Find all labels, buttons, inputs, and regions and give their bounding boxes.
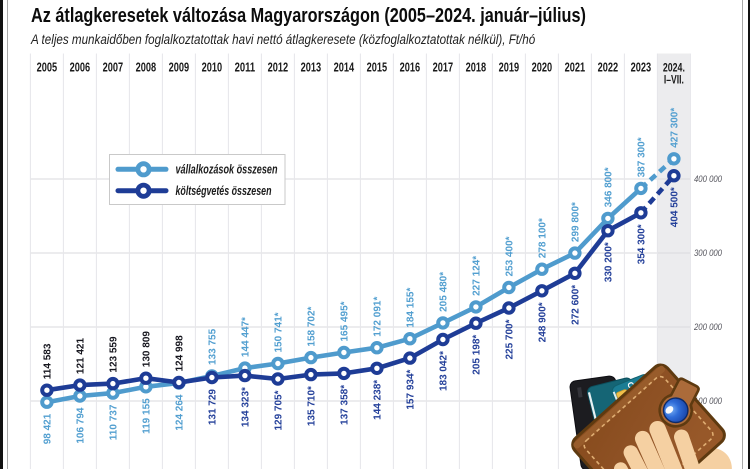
svg-text:100 000: 100 000 <box>694 396 722 406</box>
svg-text:2009: 2009 <box>169 61 190 75</box>
svg-text:205 198*: 205 198* <box>472 335 483 375</box>
svg-text:134 323*: 134 323* <box>241 387 252 427</box>
svg-text:131 729: 131 729 <box>208 389 219 426</box>
svg-text:2022: 2022 <box>598 61 619 75</box>
svg-text:2011: 2011 <box>235 61 256 75</box>
svg-text:346 800*: 346 800* <box>604 167 615 207</box>
svg-text:124 998: 124 998 <box>175 335 186 372</box>
svg-text:2018: 2018 <box>466 61 487 75</box>
svg-text:144 238*: 144 238* <box>373 380 384 420</box>
svg-text:2010: 2010 <box>202 61 223 75</box>
svg-text:129 705*: 129 705* <box>274 390 285 430</box>
svg-text:172 091*: 172 091* <box>373 297 384 337</box>
svg-text:2008: 2008 <box>136 61 157 75</box>
svg-text:330 200*: 330 200* <box>604 242 615 282</box>
svg-text:2013: 2013 <box>301 61 322 75</box>
svg-text:400 000: 400 000 <box>694 174 722 184</box>
svg-text:205 480*: 205 480* <box>439 272 450 312</box>
svg-text:200 000: 200 000 <box>693 322 722 332</box>
svg-text:2021: 2021 <box>565 61 586 75</box>
svg-text:272 600*: 272 600* <box>571 285 582 325</box>
svg-text:404 500*: 404 500* <box>670 187 681 227</box>
svg-text:184 155*: 184 155* <box>406 288 417 328</box>
svg-text:158 702*: 158 702* <box>307 306 318 346</box>
svg-text:2020: 2020 <box>532 61 553 75</box>
svg-text:költségvetés összesen: költségvetés összesen <box>176 183 272 198</box>
svg-text:248 900*: 248 900* <box>538 302 549 342</box>
svg-text:124 264: 124 264 <box>175 394 186 431</box>
svg-text:135 710*: 135 710* <box>307 386 318 426</box>
svg-text:123 559: 123 559 <box>109 336 120 373</box>
svg-text:225 700*: 225 700* <box>505 319 516 359</box>
svg-text:2024.: 2024. <box>663 63 685 75</box>
svg-text:130 809: 130 809 <box>142 331 153 368</box>
svg-text:278 100*: 278 100* <box>538 218 549 258</box>
svg-text:150 741*: 150 741* <box>274 312 285 352</box>
svg-text:2017: 2017 <box>433 61 454 75</box>
svg-text:119 155: 119 155 <box>142 398 153 434</box>
svg-text:144 447*: 144 447* <box>241 317 252 357</box>
svg-text:2015: 2015 <box>367 61 388 75</box>
svg-text:2019: 2019 <box>499 61 520 75</box>
svg-text:121 421: 121 421 <box>76 338 87 375</box>
svg-text:2023: 2023 <box>631 61 652 75</box>
svg-text:2014: 2014 <box>334 61 355 75</box>
svg-text:vállalkozások összesen: vállalkozások összesen <box>176 162 278 177</box>
svg-text:2016: 2016 <box>400 61 421 75</box>
svg-text:165 495*: 165 495* <box>340 301 351 341</box>
svg-text:2007: 2007 <box>103 61 124 75</box>
svg-text:137 358*: 137 358* <box>340 385 351 425</box>
svg-text:427 300*: 427 300* <box>670 108 681 148</box>
svg-text:300 000: 300 000 <box>694 248 722 258</box>
svg-text:106 794: 106 794 <box>76 407 87 444</box>
svg-text:299 800*: 299 800* <box>571 202 582 242</box>
svg-text:2012: 2012 <box>268 61 289 75</box>
svg-text:354 300*: 354 300* <box>637 224 648 264</box>
svg-text:387 300*: 387 300* <box>637 137 648 177</box>
svg-text:227 124*: 227 124* <box>472 256 483 296</box>
svg-text:98 421: 98 421 <box>43 413 54 444</box>
svg-text:I–VII.: I–VII. <box>664 75 684 87</box>
svg-text:133 755: 133 755 <box>208 328 219 365</box>
svg-text:2005: 2005 <box>37 61 58 75</box>
svg-text:110 737: 110 737 <box>109 404 120 440</box>
svg-text:157 934*: 157 934* <box>406 369 417 409</box>
svg-text:183 042*: 183 042* <box>439 351 450 391</box>
svg-text:114 583: 114 583 <box>43 343 54 379</box>
svg-text:253 400*: 253 400* <box>505 236 516 276</box>
svg-text:2006: 2006 <box>70 61 91 75</box>
